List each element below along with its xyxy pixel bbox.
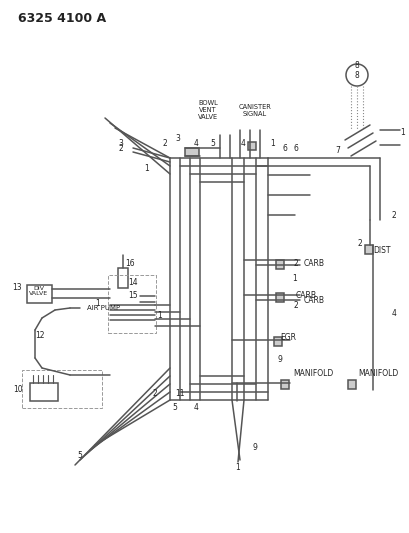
Bar — [22, 370, 102, 408]
Text: CARB: CARB — [303, 295, 324, 304]
Text: 4: 4 — [240, 139, 245, 148]
Text: 15: 15 — [128, 290, 138, 300]
Text: 4: 4 — [391, 309, 396, 318]
Text: 1: 1 — [399, 127, 404, 136]
Text: 1: 1 — [157, 311, 162, 320]
Text: MANIFOLD: MANIFOLD — [357, 368, 397, 377]
Text: 1: 1 — [95, 298, 100, 308]
Text: 7: 7 — [334, 146, 339, 155]
Text: AIR PUMP: AIR PUMP — [87, 305, 120, 311]
Text: 6: 6 — [282, 143, 287, 152]
Text: 8: 8 — [354, 70, 359, 79]
Text: 3: 3 — [175, 133, 180, 142]
Bar — [184, 148, 198, 156]
Text: 10: 10 — [13, 385, 23, 394]
Text: 3: 3 — [118, 139, 123, 148]
Bar — [275, 260, 283, 269]
Text: 16: 16 — [125, 259, 134, 268]
Text: 2: 2 — [118, 143, 123, 152]
Text: 2: 2 — [293, 259, 298, 268]
Text: 2: 2 — [391, 211, 396, 220]
Bar — [280, 380, 288, 389]
Bar — [347, 380, 355, 389]
Bar — [364, 245, 372, 254]
Text: 2: 2 — [152, 389, 157, 398]
Text: 1: 1 — [144, 164, 148, 173]
Text: CARB: CARB — [295, 290, 316, 300]
Text: MANIFOLD: MANIFOLD — [292, 368, 333, 377]
Text: 11: 11 — [175, 389, 184, 398]
Text: 12: 12 — [36, 330, 45, 340]
Text: 1: 1 — [235, 464, 240, 472]
Text: 9: 9 — [252, 443, 257, 453]
Bar — [27, 285, 52, 303]
Text: 9: 9 — [277, 356, 282, 365]
Text: 5: 5 — [210, 139, 215, 148]
Bar — [273, 337, 281, 346]
Bar — [30, 383, 58, 401]
Text: 8: 8 — [354, 61, 359, 69]
Text: 2: 2 — [356, 238, 361, 247]
Text: 4: 4 — [193, 139, 198, 148]
Text: 2: 2 — [162, 139, 167, 148]
Text: 1: 1 — [292, 273, 297, 282]
Circle shape — [345, 64, 367, 86]
Bar — [247, 142, 255, 150]
Bar — [108, 275, 155, 333]
Text: 14: 14 — [128, 278, 138, 287]
Text: 6325 4100 A: 6325 4100 A — [18, 12, 106, 25]
Text: CARB: CARB — [303, 259, 324, 268]
Bar — [275, 293, 283, 302]
Text: BOWL
VENT
VALVE: BOWL VENT VALVE — [198, 100, 218, 120]
Text: 6: 6 — [292, 143, 297, 152]
Text: EGR: EGR — [279, 334, 295, 343]
Text: 2: 2 — [293, 301, 298, 310]
Text: 13: 13 — [12, 282, 22, 292]
Bar — [118, 268, 128, 288]
Text: CANISTER
SIGNAL: CANISTER SIGNAL — [238, 103, 271, 117]
Text: 5: 5 — [77, 450, 82, 459]
Text: DIST: DIST — [372, 246, 389, 254]
Text: DIV
VALVE: DIV VALVE — [29, 286, 48, 296]
Text: 5: 5 — [172, 403, 177, 413]
Text: 4: 4 — [193, 403, 198, 413]
Text: 1: 1 — [270, 139, 275, 148]
